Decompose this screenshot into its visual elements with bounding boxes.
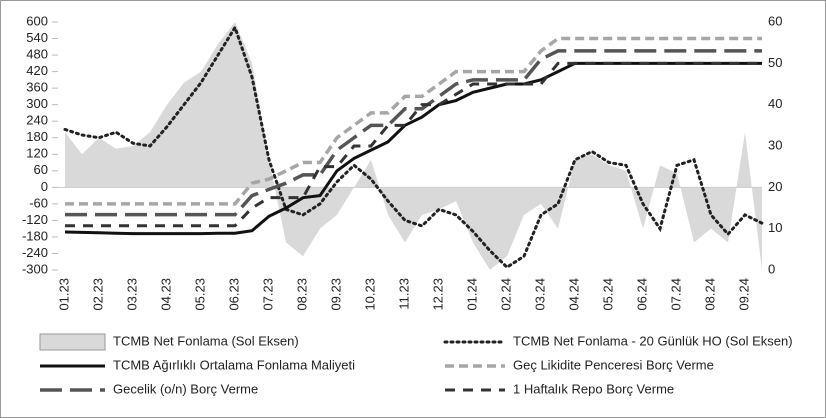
y2-tick-label: 10 <box>768 220 782 235</box>
series-line <box>65 61 762 228</box>
legend-label: Gecelik (o/n) Borç Verme <box>113 381 258 396</box>
x-tick-label: 03.23 <box>124 278 139 311</box>
x-tick-label: 04.23 <box>158 278 173 311</box>
y-tick-label: 600 <box>26 13 48 28</box>
area <box>65 22 762 270</box>
x-tick-label: 04.24 <box>566 278 581 311</box>
y-tick-label: 540 <box>26 30 48 45</box>
y2-tick-label: 0 <box>768 261 775 276</box>
x-tick-label: 12.23 <box>430 278 445 311</box>
y-tick-label: -240 <box>22 245 48 260</box>
y-tick-label: 60 <box>34 162 48 177</box>
y2-tick-label: 20 <box>768 179 782 194</box>
x-tick-label: 01.24 <box>464 278 479 311</box>
y-tick-label: 240 <box>26 113 48 128</box>
legend-label: 1 Haftalık Repo Borç Verme <box>513 381 674 396</box>
y2-tick-label: 30 <box>768 137 782 152</box>
legend-label: TCMB Net Fonlama - 20 Günlük HO (Sol Eks… <box>513 333 793 348</box>
x-tick-label: 05.23 <box>192 278 207 311</box>
x-tick-label: 06.23 <box>226 278 241 311</box>
legend-label: TCMB Ağırlıklı Ortalama Fonlama Maliyeti <box>113 357 355 372</box>
y-tick-label: 420 <box>26 63 48 78</box>
y-tick-label: 480 <box>26 47 48 62</box>
y-tick-label: 120 <box>26 146 48 161</box>
y2-tick-label: 40 <box>768 96 782 111</box>
x-tick-label: 02.23 <box>90 278 105 311</box>
series-line <box>65 36 762 206</box>
x-tick-label: 09.23 <box>328 278 343 311</box>
x-tick-label: 08.24 <box>702 278 717 311</box>
x-tick-label: 07.23 <box>260 278 275 311</box>
y-tick-label: -60 <box>29 195 48 210</box>
x-tick-label: 10.23 <box>362 278 377 311</box>
legend-swatch <box>39 333 106 351</box>
x-tick-label: 02.24 <box>498 278 513 311</box>
legend-label: TCMB Net Fonlama (Sol Eksen) <box>113 333 299 348</box>
x-tick-label: 07.24 <box>668 278 683 311</box>
x-tick-label: 06.24 <box>634 278 649 311</box>
x-tick-label: 11.23 <box>396 278 411 310</box>
x-tick-label: 09.24 <box>736 278 751 311</box>
y-tick-label: 0 <box>41 179 48 194</box>
y-tick-label: 180 <box>26 129 48 144</box>
x-tick-label: 01.23 <box>56 278 71 311</box>
y-tick-label: -120 <box>22 212 48 227</box>
legend-label: Geç Likidite Penceresi Borç Verme <box>513 357 714 372</box>
y-tick-label: -300 <box>22 261 48 276</box>
series-line <box>63 24 764 270</box>
y-tick-label: -180 <box>22 228 48 243</box>
series-line <box>65 49 762 217</box>
y2-tick-label: 60 <box>768 13 782 28</box>
y2-tick-label: 50 <box>768 55 782 70</box>
y-tick-label: 300 <box>26 96 48 111</box>
x-tick-label: 03.24 <box>532 278 547 311</box>
y-tick-label: 360 <box>26 80 48 95</box>
x-tick-label: 05.24 <box>600 278 615 311</box>
x-tick-label: 08.23 <box>294 278 309 311</box>
